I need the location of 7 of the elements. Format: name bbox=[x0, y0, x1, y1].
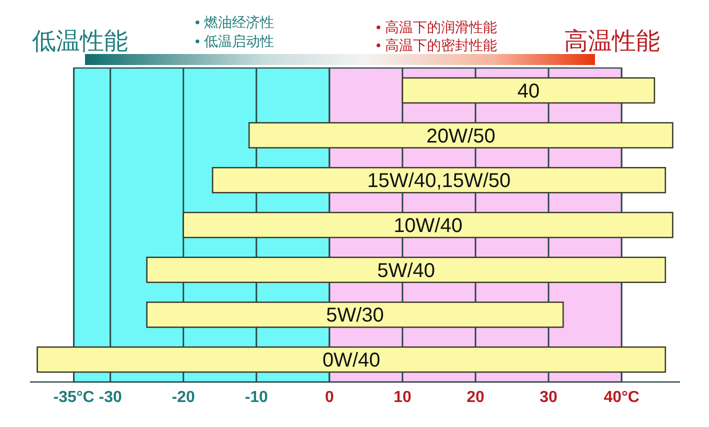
y-tick-label: 5W/30 bbox=[326, 304, 384, 327]
y-tick-label: 15W/40,15W/50 bbox=[367, 170, 511, 192]
y-tick-label: 40 bbox=[517, 80, 540, 102]
y-tick-label: 0W/40 bbox=[322, 350, 380, 372]
y-tick-label: 20W/50 bbox=[426, 125, 496, 148]
y-tick-label: 5W/40 bbox=[377, 260, 436, 282]
y-tick-label: 10W/40 bbox=[394, 215, 462, 237]
